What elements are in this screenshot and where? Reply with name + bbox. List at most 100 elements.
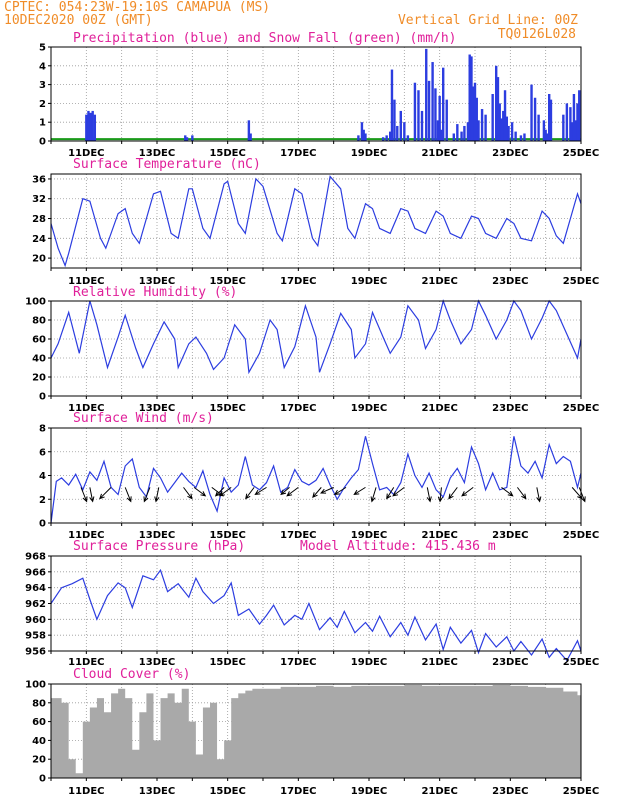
x-tick-label: 21DEC (421, 403, 457, 414)
wind-vector (386, 487, 395, 500)
precip-bar (500, 118, 503, 141)
y-tick-label: 2 (39, 99, 46, 110)
precip-bar (85, 114, 88, 141)
y-tick-label: 80 (32, 316, 46, 327)
wind-panel: 0 2 4 6 8 11DEC 13DEC 15DEC 17DEC 19DEC 21DEC 23DEC… (39, 411, 599, 541)
wind-vector (578, 487, 586, 503)
temp-frame (50, 173, 582, 269)
x-tick-label: 15DEC (209, 148, 245, 159)
precip-bar (473, 82, 477, 141)
precip-bar (505, 116, 508, 141)
header-run-time: 10DEC2020 00Z (GMT) (4, 13, 153, 28)
x-tick-label: 25DEC (563, 403, 599, 414)
x-tick-label: 15DEC (209, 276, 245, 287)
x-tick-label: 11DEC (68, 403, 104, 414)
wind-vector (245, 487, 255, 500)
precip-bar (546, 133, 549, 141)
precip-bar (427, 80, 431, 141)
x-tick-label: 19DEC (351, 276, 387, 287)
y-tick-label: 100 (25, 297, 46, 308)
precip-bar (495, 65, 498, 141)
precip-bar (403, 122, 406, 141)
precip-bar (530, 84, 533, 141)
precip-bar (247, 120, 251, 141)
wind-vector (536, 487, 542, 503)
y-tick-label: 20 (32, 254, 46, 265)
y-tick-label: 5 (39, 43, 46, 54)
precip-bar (385, 135, 388, 141)
x-tick-label: 13DEC (139, 530, 175, 541)
x-tick-label: 19DEC (351, 530, 387, 541)
wind-vector (370, 487, 377, 503)
x-tick-label: 21DEC (421, 657, 457, 668)
precip-bar (537, 114, 540, 141)
x-tick-label: 21DEC (421, 276, 457, 287)
y-tick-label: 24 (32, 234, 46, 245)
precip-frame (50, 46, 582, 142)
y-tick-label: 0 (39, 392, 46, 403)
pres-title: Surface Pressure (hPa) (73, 539, 245, 554)
precip-bar (442, 67, 445, 141)
precip-bar (466, 122, 470, 141)
wind-vector (437, 487, 444, 503)
y-tick-label: 956 (25, 647, 46, 658)
x-tick-label: 25DEC (563, 276, 599, 287)
y-tick-label: 962 (25, 599, 46, 610)
precip-bar (445, 99, 448, 141)
y-tick-label: 32 (32, 194, 46, 205)
wind-vector (80, 487, 88, 503)
precip-bar (436, 120, 440, 141)
precip-bar (468, 54, 471, 141)
x-tick-label: 19DEC (351, 657, 387, 668)
wind-title: Surface Wind (m/s) (73, 411, 214, 426)
y-tick-label: 6 (39, 447, 46, 458)
precip-bar (519, 135, 523, 141)
y-tick-label: 0 (39, 137, 46, 148)
precip-bar (93, 114, 97, 141)
temp-grid (51, 174, 581, 268)
cloud-cover-area (51, 684, 581, 778)
y-tick-label: 40 (32, 736, 46, 747)
precip-bar (456, 124, 459, 141)
y-tick-label: 100 (25, 680, 46, 691)
x-tick-label: 17DEC (280, 530, 316, 541)
precip-bar (431, 62, 434, 141)
temp-panel: 20 24 28 32 36 11DEC 13DEC 15DEC 17DEC 19DEC 21DEC… (32, 157, 599, 287)
precip-bar (496, 77, 500, 141)
y-tick-label: 964 (25, 583, 46, 594)
precip-bar (569, 107, 572, 141)
y-tick-label: 20 (32, 373, 46, 384)
y-tick-label: 4 (39, 471, 46, 482)
y-tick-label: 8 (39, 424, 46, 435)
precip-bar (542, 120, 546, 141)
cloud-frame (50, 683, 582, 779)
pres-line (50, 568, 582, 662)
precip-bar (425, 48, 428, 141)
precip-title: Precipitation (blue) and Snow Fall (gree… (73, 31, 457, 46)
x-tick-label: 21DEC (421, 530, 457, 541)
precip-bar (576, 103, 579, 141)
x-tick-label: 19DEC (351, 148, 387, 159)
precip-bar (484, 114, 487, 141)
header-model: TQ0126L028 (498, 27, 576, 42)
precip-bar (470, 56, 473, 141)
precip-bar (360, 122, 364, 141)
precip-bar (514, 131, 517, 141)
x-tick-label: 13DEC (139, 403, 175, 414)
precip-bar (91, 110, 94, 141)
y-tick-label: 60 (32, 717, 46, 728)
precip-bar (364, 133, 367, 141)
y-tick-label: 4 (39, 61, 46, 72)
precip-bar (396, 125, 399, 141)
x-tick-label: 17DEC (280, 148, 316, 159)
precip-bar (502, 110, 505, 141)
x-tick-label: 13DEC (139, 657, 175, 668)
precip-bar (491, 94, 494, 141)
x-tick-label: 11DEC (68, 276, 104, 287)
header-station: CPTEC: 054:23W-19:10S CAMAPUA (MS) (4, 0, 270, 15)
x-tick-label: 17DEC (280, 657, 316, 668)
x-tick-label: 23DEC (492, 148, 528, 159)
precip-bar (357, 135, 360, 141)
precip-bar (191, 135, 194, 141)
